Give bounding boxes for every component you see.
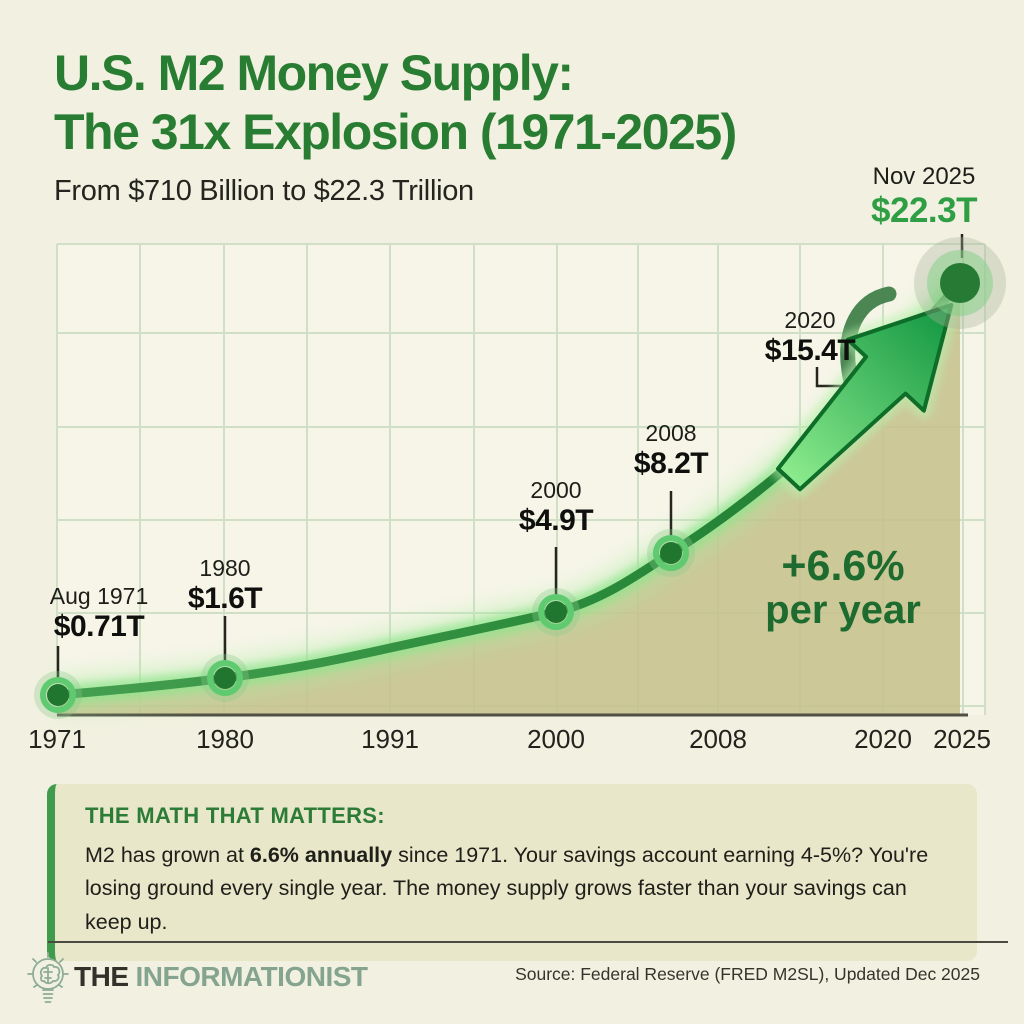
highlight-dot (914, 237, 1006, 329)
subtitle: From $710 Billion to $22.3 Trillion (54, 175, 474, 207)
data-point-dot (940, 263, 980, 303)
data-point-dot (545, 601, 567, 623)
callout-box: THE MATH THAT MATTERS: M2 has grown at 6… (47, 784, 977, 961)
data-point-dot (660, 542, 682, 564)
x-tick-label: 2025 (933, 724, 991, 754)
data-point-ring (207, 660, 243, 696)
callout-body-post: since 1971. Your savings account earning… (85, 843, 929, 934)
growth-rate-label: +6.6% (781, 542, 905, 590)
source-attribution: Source: Federal Reserve (FRED M2SL), Upd… (515, 964, 980, 984)
callout-title: THE MATH THAT MATTERS: (85, 803, 385, 828)
growth-arrow-icon (770, 296, 960, 498)
brand-the: THE (74, 961, 129, 992)
x-tick-label: 1991 (361, 724, 419, 754)
title-line2: The 31x Explosion (1971-2025) (54, 103, 737, 160)
x-tick-label: 2008 (689, 724, 747, 754)
data-point-ring (40, 677, 76, 713)
x-tick-label: 1971 (28, 724, 86, 754)
data-point-dot (214, 667, 236, 689)
data-point-ring (538, 594, 574, 630)
title-line1: U.S. M2 Money Supply: (54, 45, 574, 101)
area-fill (58, 283, 960, 715)
page-title: U.S. M2 Money Supply: The 31x Explosion … (54, 44, 737, 161)
lightbulb-brain-icon (24, 950, 72, 1019)
callout-body-bold: 6.6% annually (249, 843, 393, 867)
x-axis-ticks: 1971 1980 1991 2000 2008 2020 2025 (28, 724, 991, 754)
x-tick-label: 1980 (196, 724, 254, 754)
x-tick-label: 2020 (854, 724, 912, 754)
x-tick-label: 2000 (527, 724, 585, 754)
footer-divider (48, 941, 1008, 943)
growth-annotation: +6.6% per year (765, 543, 921, 632)
data-point-dot (47, 684, 69, 706)
header: U.S. M2 Money Supply: The 31x Explosion … (54, 44, 737, 208)
callout-body-pre: M2 has grown at (85, 843, 250, 867)
callout-body: M2 has grown at 6.6% annually since 1971… (85, 839, 947, 939)
growth-period-label: per year (765, 588, 921, 632)
brand-name: INFORMATIONIST (135, 961, 369, 992)
brand-logo-text: THE INFORMATIONIST (74, 961, 368, 993)
data-point-ring (653, 535, 689, 571)
